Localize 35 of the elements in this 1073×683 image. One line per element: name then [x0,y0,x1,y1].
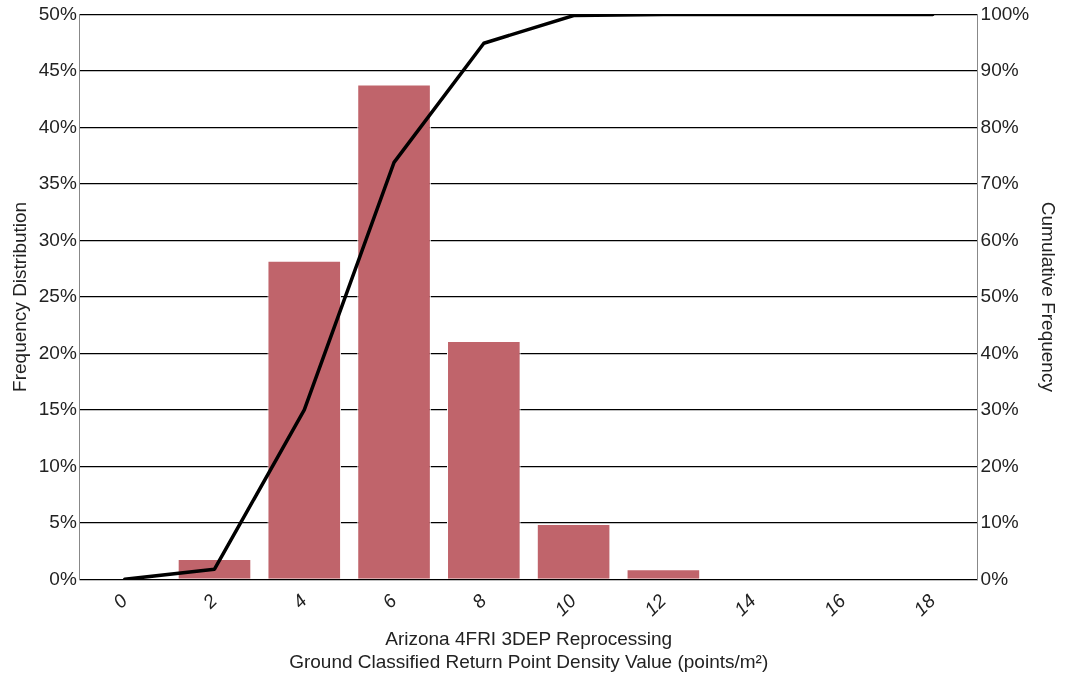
y-axis-title: Frequency Distribution [8,201,30,392]
x-tick-label: 12 [640,589,671,620]
y2-tick-label: 40% [980,341,1019,363]
y2-tick-label: 10% [980,511,1019,533]
y-tick-label: 25% [38,285,77,307]
x-tick-label: 4 [288,590,311,613]
x-tick-label: 14 [729,590,760,620]
x-tick-label: 2 [198,589,222,614]
y2-tick-label: 60% [980,228,1019,250]
x-tick-label: 16 [819,589,850,620]
y-tick-label: 50% [38,2,77,24]
y2-tick-label: 20% [980,454,1019,476]
y-tick-label: 20% [38,341,77,363]
x-axis-title: Arizona 4FRI 3DEP Reprocessing Ground Classified Return Point Density Value (points/m²) [289,628,769,672]
y2-axis-title: Cumulative Frequency [1038,201,1060,393]
y2-tick-label: 70% [980,172,1019,194]
y-tick-label: 5% [49,511,77,533]
y-tick-label: 30% [38,228,77,250]
y-tick-label: 35% [38,172,77,194]
y2-tick-label: 0% [980,567,1009,589]
y2-tick-label: 30% [980,398,1019,420]
x-tick-label: 18 [909,589,940,620]
y2-tick-label: 90% [980,59,1019,81]
x-tick-label: 6 [378,589,401,613]
x-tick-label: 0 [108,589,132,613]
y2-tick-label: 50% [980,285,1019,307]
x-tick-label: 10 [550,589,581,620]
y2-tick-label: 80% [980,115,1019,137]
y-tick-label: 15% [38,398,77,420]
y2-tick-label: 100% [980,2,1030,24]
y-tick-label: 40% [38,115,77,137]
y-tick-label: 45% [38,59,77,81]
y-tick-label: 0% [49,567,77,589]
x-tick-label: 8 [468,589,491,613]
y-tick-label: 10% [38,454,77,476]
